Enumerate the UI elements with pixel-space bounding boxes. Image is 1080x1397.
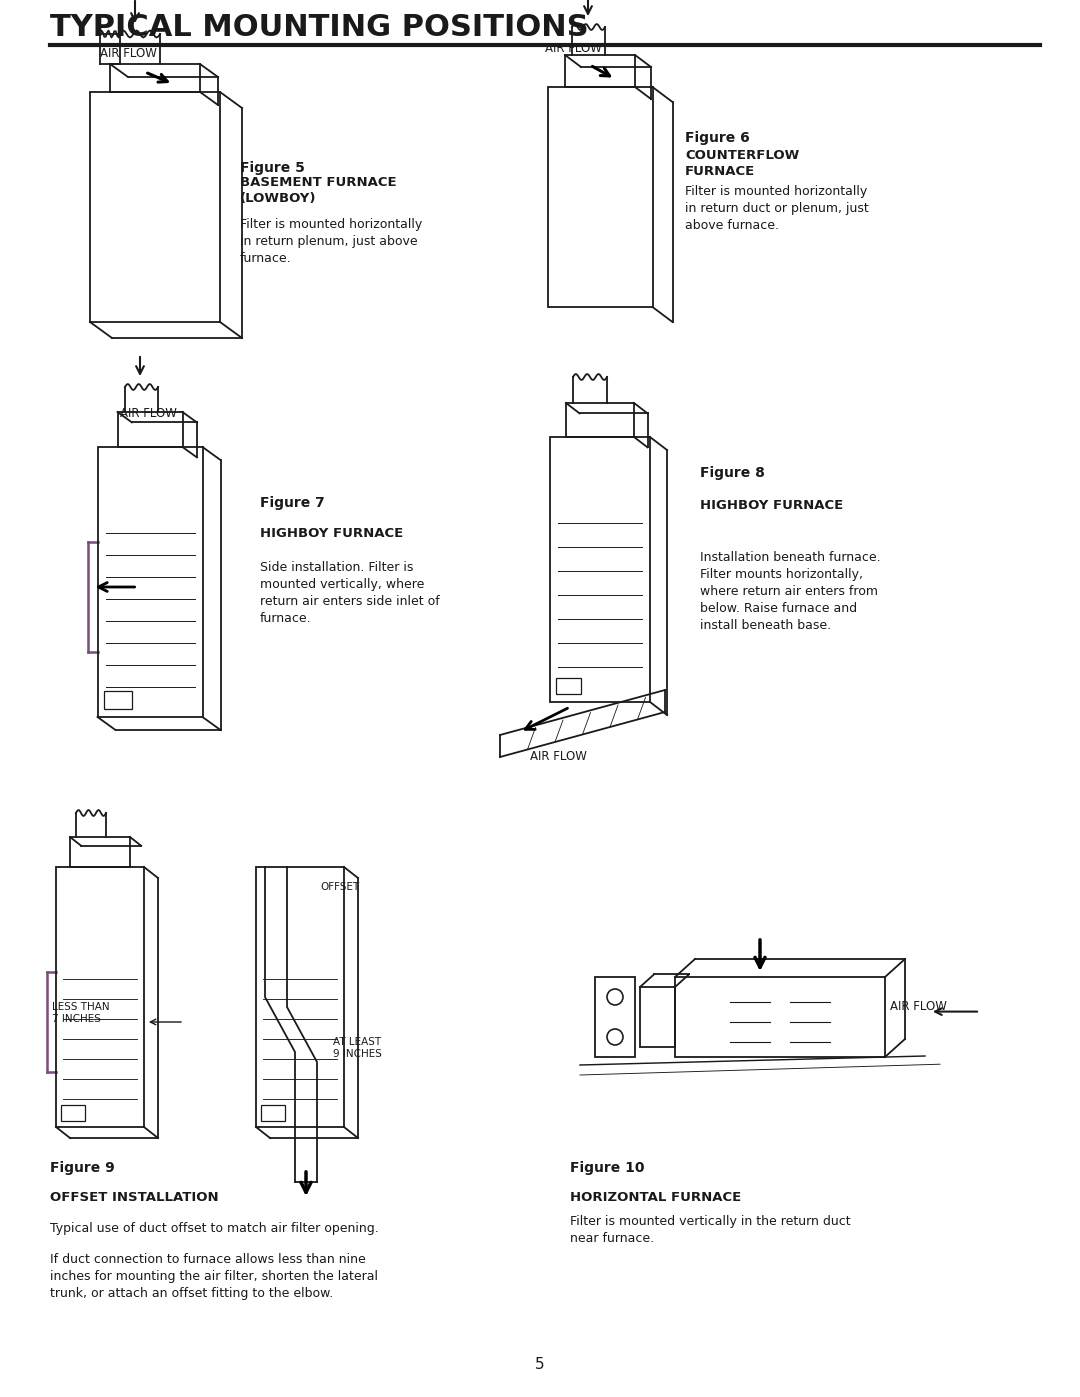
Text: AIR FLOW: AIR FLOW: [890, 1000, 947, 1013]
Text: Figure 6: Figure 6: [685, 131, 750, 145]
Bar: [56, 868, 144, 1127]
Text: Figure 9: Figure 9: [50, 1161, 114, 1175]
Text: Installation beneath furnace.
Filter mounts horizontally,
where return air enter: Installation beneath furnace. Filter mou…: [700, 550, 880, 631]
Text: AIR FLOW: AIR FLOW: [530, 750, 586, 763]
Text: Figure 5: Figure 5: [240, 161, 305, 175]
Bar: [565, 54, 635, 87]
Bar: [550, 437, 650, 703]
Text: Figure 8: Figure 8: [700, 467, 765, 481]
Bar: [104, 692, 132, 710]
Text: HIGHBOY FURNACE: HIGHBOY FURNACE: [700, 499, 843, 511]
Text: Filter is mounted horizontally
in return duct or plenum, just
above furnace.: Filter is mounted horizontally in return…: [685, 184, 868, 232]
Text: AT LEAST
9 INCHES: AT LEAST 9 INCHES: [333, 1037, 382, 1059]
Text: If duct connection to furnace allows less than nine
inches for mounting the air : If duct connection to furnace allows les…: [50, 1253, 378, 1301]
Text: OFFSET INSTALLATION: OFFSET INSTALLATION: [50, 1192, 218, 1204]
Text: BASEMENT FURNACE
(LOWBOY): BASEMENT FURNACE (LOWBOY): [240, 176, 396, 205]
Bar: [548, 87, 652, 307]
Text: Figure 7: Figure 7: [260, 496, 325, 510]
Text: OFFSET: OFFSET: [320, 882, 360, 893]
Text: Filter is mounted vertically in the return duct
near furnace.: Filter is mounted vertically in the retu…: [570, 1215, 851, 1245]
Text: Side installation. Filter is
mounted vertically, where
return air enters side in: Side installation. Filter is mounted ver…: [260, 562, 440, 624]
Text: TYPICAL MOUNTING POSITIONS: TYPICAL MOUNTING POSITIONS: [50, 13, 589, 42]
Text: Typical use of duct offset to match air filter opening.: Typical use of duct offset to match air …: [50, 1222, 379, 1235]
Text: AIR FLOW: AIR FLOW: [100, 47, 157, 60]
Text: HORIZONTAL FURNACE: HORIZONTAL FURNACE: [570, 1192, 741, 1204]
Text: LESS THAN
7 INCHES: LESS THAN 7 INCHES: [52, 1002, 110, 1024]
Bar: [556, 678, 581, 694]
Text: Figure 10: Figure 10: [570, 1161, 645, 1175]
Text: COUNTERFLOW
FURNACE: COUNTERFLOW FURNACE: [685, 149, 799, 177]
Bar: [675, 977, 885, 1058]
Bar: [261, 1105, 285, 1120]
Text: 5: 5: [536, 1356, 544, 1372]
Bar: [595, 977, 635, 1058]
Bar: [256, 868, 345, 1127]
Text: Filter is mounted horizontally
in return plenum, just above
furnace.: Filter is mounted horizontally in return…: [240, 218, 422, 265]
Bar: [566, 402, 634, 437]
Bar: [118, 412, 183, 447]
Text: AIR FLOW: AIR FLOW: [545, 42, 602, 54]
Bar: [70, 837, 130, 868]
Text: HIGHBOY FURNACE: HIGHBOY FURNACE: [260, 527, 403, 541]
Bar: [90, 92, 220, 321]
Text: AIR FLOW: AIR FLOW: [120, 407, 177, 420]
Bar: [110, 64, 200, 92]
Bar: [97, 447, 203, 717]
Bar: [60, 1105, 85, 1120]
Bar: [640, 988, 675, 1046]
